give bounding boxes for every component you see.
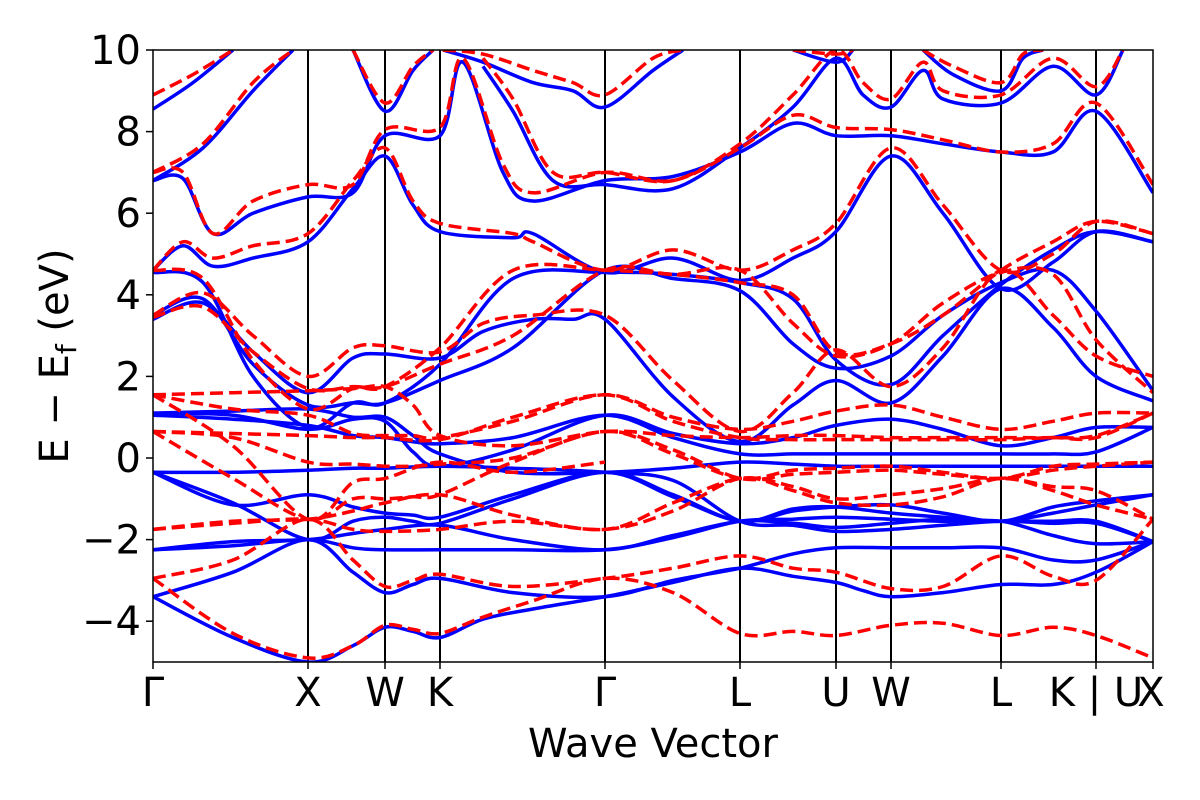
y-axis-ticks: −4 −2 0 2 4 6 8 10 bbox=[82, 28, 153, 645]
band-line-dashed bbox=[153, 264, 1153, 394]
band-line-solid bbox=[153, 407, 1153, 476]
band-line-solid bbox=[153, 540, 1153, 662]
band-line-dashed bbox=[481, 50, 1125, 184]
band-line-solid bbox=[481, 50, 1125, 193]
band-line-dashed bbox=[153, 56, 1153, 236]
band-line-dashed bbox=[153, 383, 1153, 448]
plot-frame bbox=[152, 49, 1154, 663]
y-tick-label: 4 bbox=[116, 273, 141, 319]
band-line-solid bbox=[153, 464, 1153, 544]
y-tick-label: 8 bbox=[116, 110, 141, 156]
band-line-dashed bbox=[153, 393, 1153, 441]
band-line-dashed bbox=[153, 476, 1153, 532]
x-tick-label: K | U bbox=[1049, 670, 1143, 716]
band-line-solid bbox=[153, 60, 1153, 237]
x-tick-label: U bbox=[821, 670, 850, 716]
y-tick-label: −4 bbox=[82, 599, 141, 645]
band-line-solid bbox=[153, 517, 1153, 552]
y-tick-label: 6 bbox=[116, 191, 141, 237]
band-line-solid bbox=[153, 286, 1153, 444]
x-tick-label: X bbox=[1137, 670, 1164, 716]
band-line-dashed bbox=[153, 476, 1153, 534]
x-tick-label: Γ bbox=[594, 670, 617, 716]
y-tick-label: 2 bbox=[116, 354, 141, 400]
x-tick-label: W bbox=[365, 670, 405, 716]
band-line-dashed bbox=[153, 576, 1153, 660]
y-axis-label-subscript: f bbox=[50, 343, 83, 354]
band-line-dashed bbox=[153, 393, 1153, 443]
band-line-dashed bbox=[153, 429, 1153, 482]
band-line-dashed bbox=[153, 517, 1153, 593]
band-line-solid bbox=[153, 470, 1153, 542]
band-line-dashed bbox=[351, 50, 435, 105]
kpoint-separator-lines bbox=[307, 50, 1097, 662]
band-line-dashed bbox=[153, 219, 1153, 412]
x-tick-label: L bbox=[990, 670, 1013, 716]
band-line-dashed bbox=[442, 50, 684, 98]
band-line-dashed bbox=[922, 50, 1044, 85]
y-axis-label-unit: (eV) bbox=[32, 248, 78, 344]
band-line-dashed bbox=[792, 50, 854, 56]
band-line-solid bbox=[153, 537, 1153, 600]
band-line-solid bbox=[921, 50, 1044, 93]
y-axis-label-main: E − E bbox=[32, 354, 78, 464]
x-tick-label: L bbox=[729, 670, 752, 716]
y-tick-label: −2 bbox=[82, 518, 141, 564]
band-line-dashed bbox=[153, 50, 295, 174]
x-axis-label: Wave Vector bbox=[528, 721, 779, 767]
band-line-solid bbox=[153, 411, 1153, 468]
x-tick-label: Γ bbox=[142, 670, 165, 716]
y-tick-label: 10 bbox=[90, 28, 141, 74]
band-line-solid bbox=[442, 50, 684, 110]
y-axis-label: E − Ef (eV) bbox=[32, 248, 83, 463]
band-line-dashed bbox=[153, 50, 234, 97]
band-line-solid bbox=[792, 50, 855, 64]
band-line-dashed bbox=[153, 145, 1153, 275]
x-tick-label: X bbox=[294, 670, 321, 716]
x-tick-label: W bbox=[871, 670, 911, 716]
x-tick-label: K bbox=[427, 670, 455, 716]
band-lines bbox=[153, 50, 1153, 662]
y-tick-label: 0 bbox=[116, 436, 141, 482]
band-line-dashed bbox=[153, 393, 606, 522]
